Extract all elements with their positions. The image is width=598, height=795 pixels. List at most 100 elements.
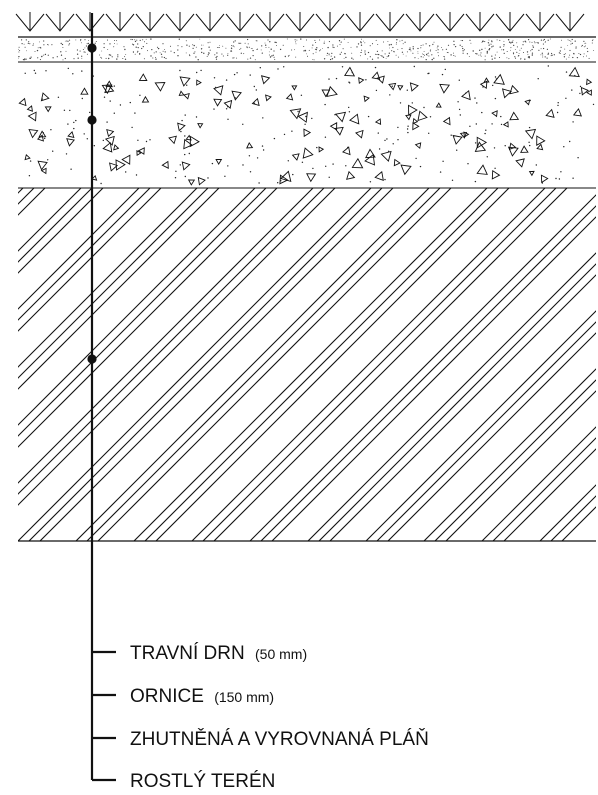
topsoil-stipple-dot (236, 72, 238, 74)
turf-stipple-dot (462, 50, 464, 52)
topsoil-stipple-dot (29, 160, 32, 162)
topsoil-stipple-dot (325, 165, 327, 167)
turf-stipple-dot (381, 50, 383, 52)
turf-stipple-dot (422, 56, 424, 58)
turf-stipple-dot (252, 55, 254, 57)
topsoil-stipple-dot (569, 140, 571, 143)
turf-stipple-dot (207, 42, 209, 44)
turf-stipple-dot (107, 48, 109, 50)
aggregate-triangle (374, 170, 384, 181)
aggregate-triangle (334, 111, 347, 123)
turf-stipple-dot (587, 50, 589, 53)
turf-stipple-dot (412, 46, 414, 48)
aggregate-triangle (289, 108, 302, 120)
topsoil-stipple-dot (427, 72, 429, 75)
turf-stipple-dot (231, 48, 233, 50)
topsoil-stipple-dot (227, 118, 229, 121)
subgrade-hatch-line (18, 188, 325, 495)
leader-lines (87, 13, 116, 782)
topsoil-stipple-dot (283, 133, 286, 136)
turf-stipple-dot (527, 38, 530, 41)
turf-stipple-dot (513, 53, 515, 55)
turf-stipple-dot (454, 55, 456, 57)
turf-stipple-dot (69, 39, 71, 41)
turf-stipple-dot (136, 51, 138, 53)
turf-stipple-dot (311, 47, 313, 49)
topsoil-stipple-dot (44, 137, 46, 140)
aggregate-triangle (374, 118, 382, 126)
topsoil-stipple-dot (213, 77, 216, 79)
aggregate-triangle (409, 82, 419, 92)
turf-stipple-dot (417, 57, 419, 59)
turf-stipple-dot (544, 41, 546, 43)
turf-stipple-dot (320, 49, 322, 51)
turf-stipple-dot (401, 39, 403, 41)
turf-stipple-dot (388, 52, 390, 54)
topsoil-stipple-dot (482, 86, 484, 88)
turf-stipple-dot (569, 49, 571, 52)
subgrade-hatch-line (307, 252, 596, 541)
turf-stipple-dot (268, 46, 270, 48)
aggregate-triangle (80, 87, 89, 95)
turf-stipple-dot (193, 52, 195, 54)
topsoil-stipple-dot (273, 137, 276, 140)
legend-item-turf: TRAVNÍ DRN (50 mm) (130, 643, 307, 664)
turf-stipple-dot (29, 43, 31, 45)
aggregate-triangle (28, 129, 39, 139)
turf-stipple-dot (203, 52, 205, 54)
turf-stipple-dot (216, 55, 218, 58)
aggregate-triangle (318, 146, 325, 153)
topsoil-stipple-dot (500, 115, 502, 118)
turf-stipple-dot (339, 53, 341, 55)
topsoil-stipple-dot (419, 165, 422, 168)
turf-stipple-dot (82, 48, 84, 51)
turf-stipple-dot (443, 58, 446, 60)
aggregate-triangle (189, 135, 200, 148)
turf-stipple-dot (401, 51, 404, 53)
turf-stipple-dot (303, 50, 305, 52)
turf-stipple-dot (340, 51, 342, 53)
turf-stipple-dot (491, 55, 493, 57)
aggregate-triangle (435, 102, 442, 108)
aggregate-triangle (178, 90, 185, 97)
subgrade-hatch-line (18, 188, 336, 506)
turf-stipple-dot (254, 59, 256, 61)
topsoil-stipple-dot (457, 101, 459, 103)
turf-stipple-dot (502, 49, 505, 51)
turf-stipple-dot (18, 46, 20, 48)
turf-stipple-dot (165, 57, 167, 60)
aggregate-triangle (393, 158, 401, 167)
topsoil-stipple-dot (211, 162, 214, 165)
aggregate-triangle (197, 176, 206, 186)
aggregate-triangle (342, 146, 351, 156)
turf-stipple-dot (88, 39, 89, 41)
turf-stipple-dot (421, 53, 423, 55)
turf-stipple-dot (43, 44, 45, 46)
aggregate-triangle (358, 77, 365, 85)
turf-stipple-dot (111, 56, 113, 58)
aggregate-triangle (459, 131, 468, 139)
turf-stipple-dot (415, 57, 417, 59)
aggregate-triangle (334, 126, 344, 136)
turf-stipple-dot (139, 39, 141, 41)
turf-stipple-dot (565, 53, 567, 55)
turf-stipple-dot (397, 48, 399, 50)
turf-stipple-dot (516, 51, 518, 53)
aggregate-triangle (568, 66, 580, 78)
topsoil-stipple-dot (441, 73, 444, 76)
topsoil-stipple-dot (72, 73, 74, 75)
topsoil-stipple-dot (529, 144, 531, 147)
grass-tuft-symbol (255, 12, 285, 32)
turf-stipple-dot (103, 46, 105, 49)
topsoil-stipple-dot (134, 112, 136, 114)
turf-stipple-dot (382, 41, 385, 43)
turf-stipple-dot (30, 58, 32, 59)
topsoil-stipple-dot (181, 119, 183, 122)
turf-stipple-dot (466, 53, 469, 55)
turf-stipple-dot (75, 39, 77, 41)
turf-stipple-dot (560, 46, 562, 48)
turf-stipple-dot (261, 45, 263, 47)
topsoil-stipple-dot (494, 97, 497, 100)
aggregate-triangle (306, 173, 317, 183)
topsoil-stipple-dot (113, 85, 116, 87)
